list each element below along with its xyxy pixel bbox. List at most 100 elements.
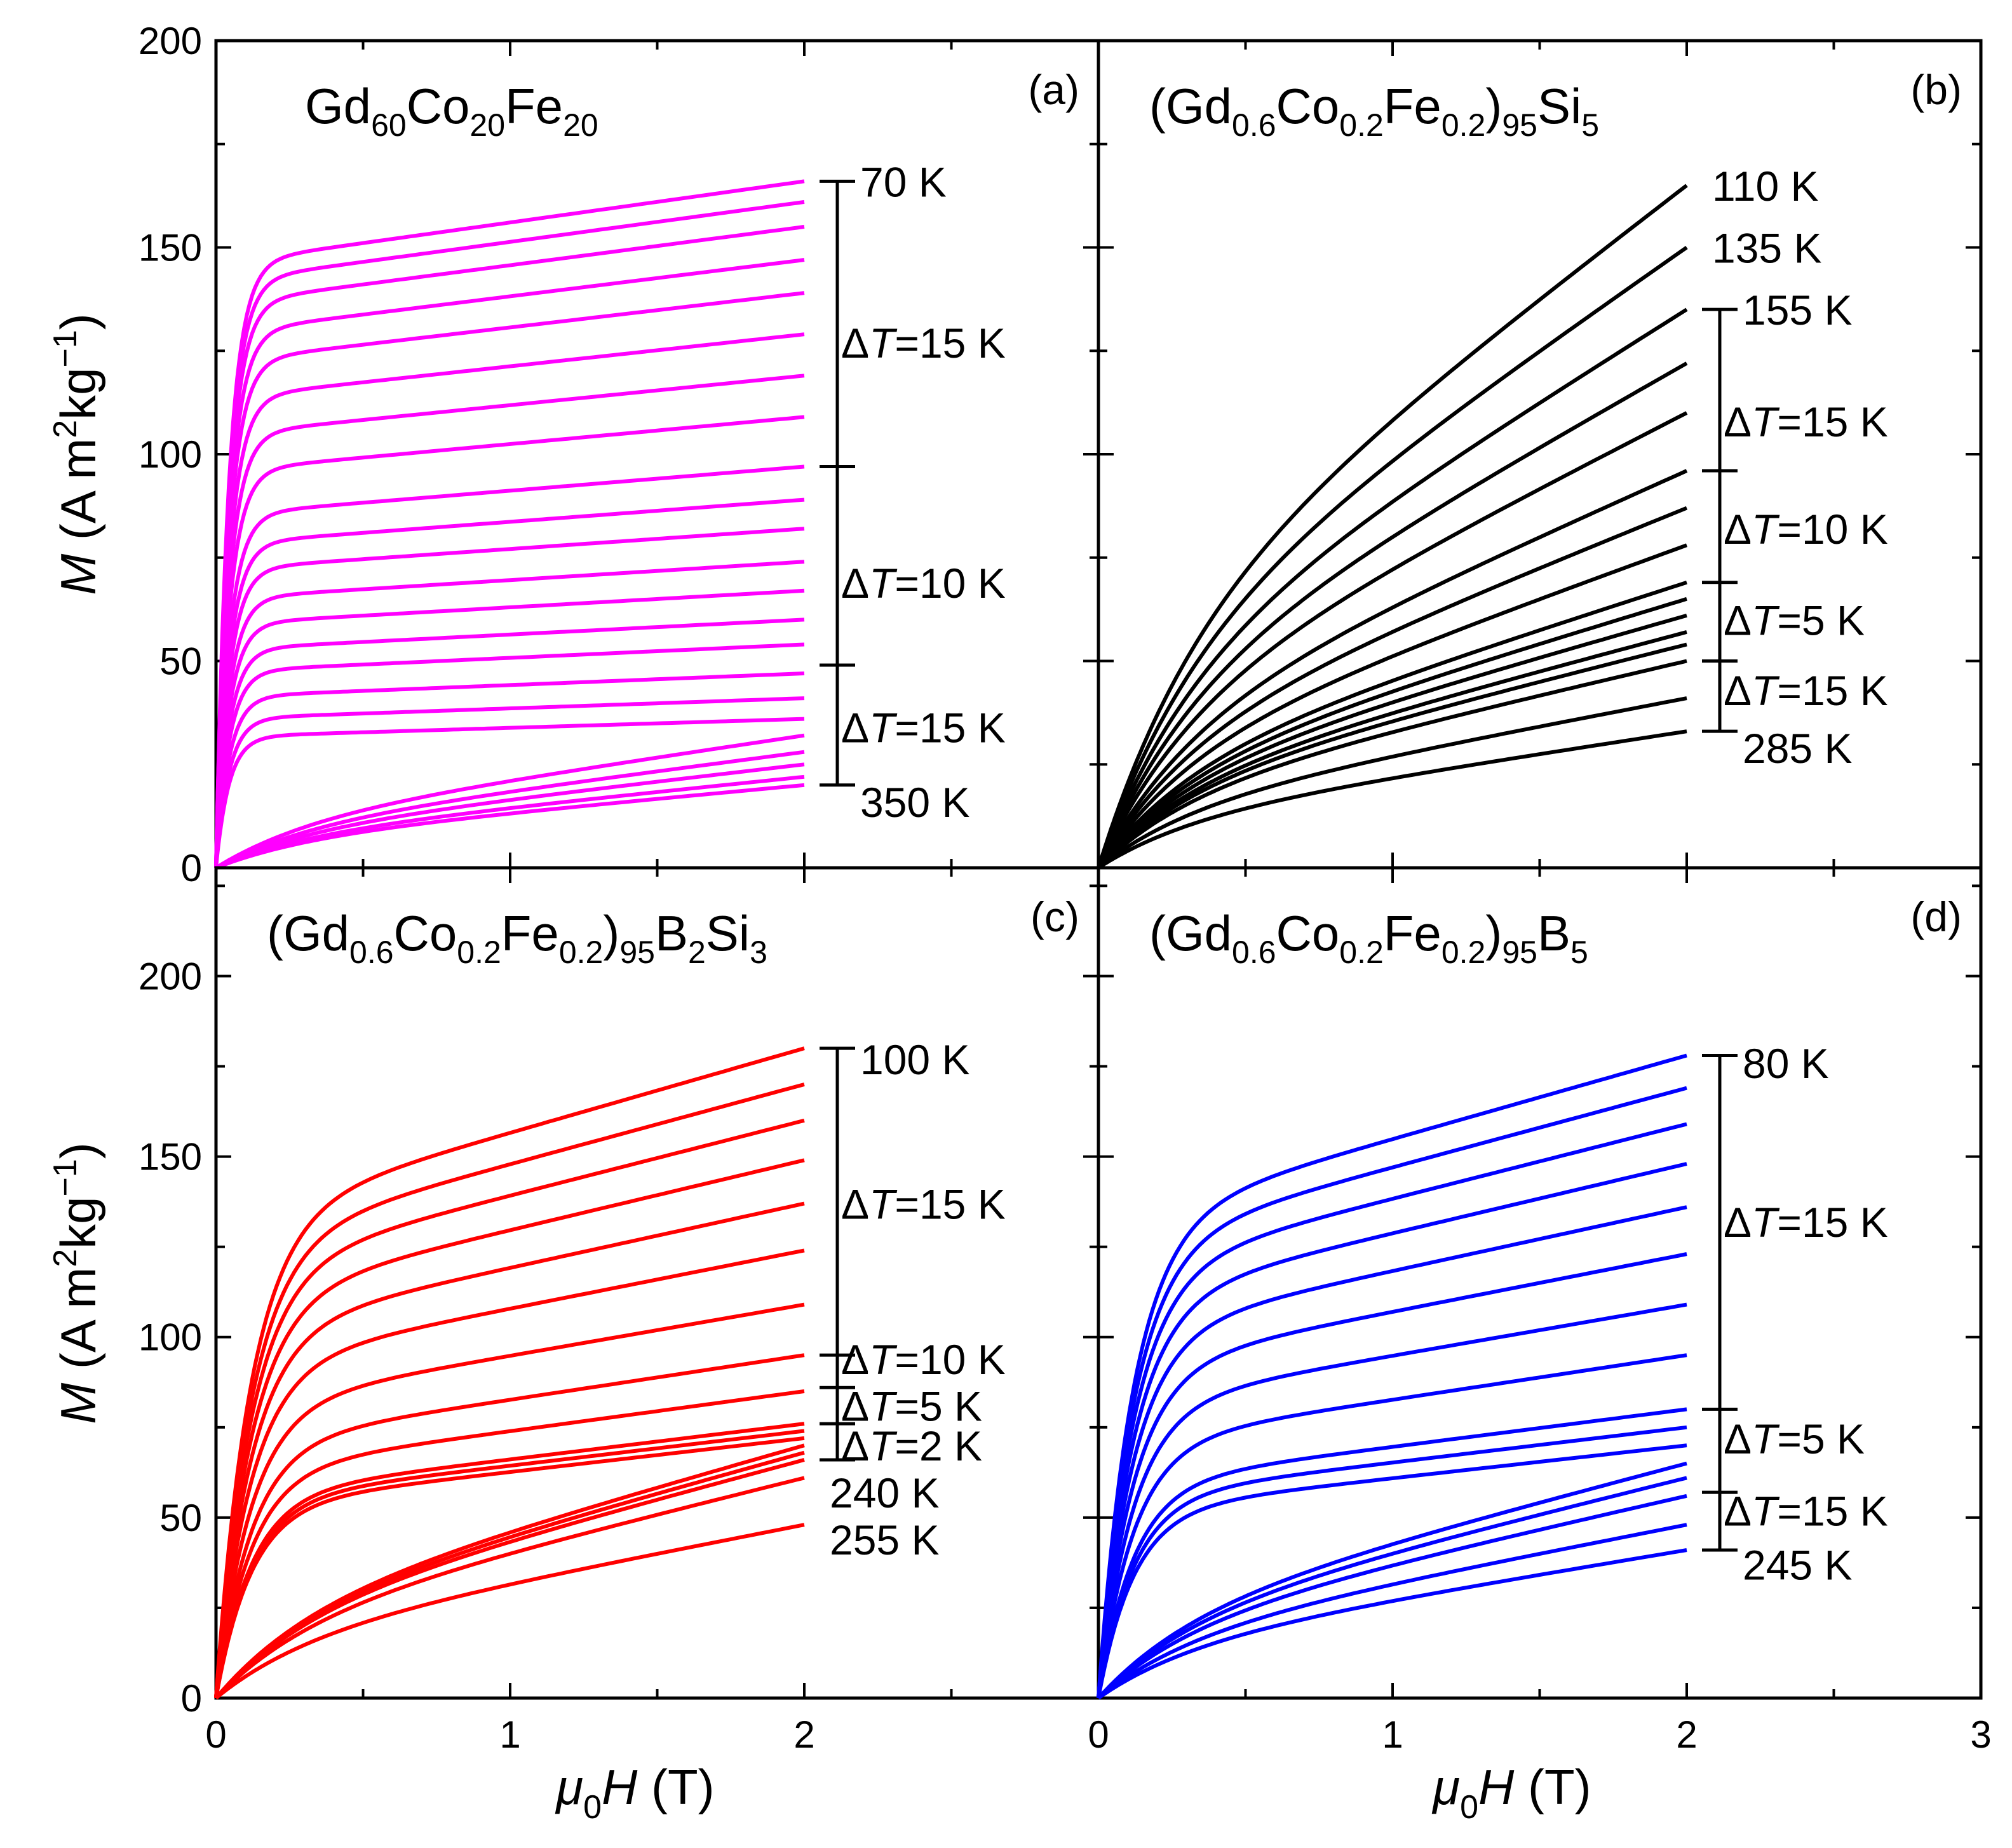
temperature-step-label: ΔT=10 K <box>841 560 1006 607</box>
panel-b: 110 K 135 K 155 K ΔT=15 K ΔT=10 K ΔT=5 K ΔT=15… <box>1097 39 1983 870</box>
x-tick-label: 0 <box>205 1713 226 1756</box>
temperature-step-label: ΔT=5 K <box>841 1383 982 1430</box>
series-line-11 <box>214 527 805 868</box>
panel-d: 0 1 2 3 80 K ΔT=15 K ΔT=5 K ΔT=15 K 245 K (Gd0.6C… <box>1088 866 1992 1756</box>
x-axis-title: μ0H (T) <box>1431 1759 1591 1826</box>
temperature-label: 110 K <box>1712 163 1819 210</box>
series-line-5 <box>1097 1205 1687 1699</box>
x-tick-label: 1 <box>1382 1713 1403 1756</box>
series-line-15 <box>214 642 805 868</box>
panel-label: (b) <box>1910 66 1962 113</box>
series-line-14 <box>214 617 805 868</box>
x-tick-label: 2 <box>793 1713 814 1756</box>
series-line-9 <box>214 1389 805 1699</box>
y-tick-label: 150 <box>138 227 202 269</box>
series-line-23 <box>215 783 805 870</box>
temperature-step-label: ΔT=15 K <box>841 320 1006 367</box>
panel-formula: (Gd0.6Co0.2Fe0.2)95B5 <box>1149 905 1588 970</box>
series-line-12 <box>214 560 805 868</box>
temperature-step-label: ΔT=15 K <box>1724 667 1888 714</box>
series-line-3 <box>214 224 805 868</box>
temperature-label: 135 K <box>1712 225 1821 272</box>
temperature-label: 80 K <box>1743 1040 1829 1087</box>
panel-a: 0 50 100 150 200 70 K ΔT=15 K ΔT=10 K ΔT=15 K 350… <box>138 20 1100 889</box>
series-line-6 <box>214 332 805 868</box>
series-line-14 <box>1097 659 1687 870</box>
y-tick-label: 100 <box>138 1316 202 1359</box>
temperature-label: 285 K <box>1743 725 1852 772</box>
panel-label: (d) <box>1910 893 1962 940</box>
series-line-18 <box>214 717 805 868</box>
series-line-9 <box>214 464 805 868</box>
series-line-1 <box>214 179 805 868</box>
series-line-4 <box>214 1158 805 1699</box>
temperature-step-label: ΔT=15 K <box>1724 1199 1888 1246</box>
series-line-3 <box>214 1118 805 1699</box>
panel-label: (c) <box>1030 893 1079 940</box>
series-line-8 <box>1097 543 1688 869</box>
series-line-16 <box>1097 1548 1687 1700</box>
temperature-step-label: ΔT=2 K <box>841 1422 982 1469</box>
series-line-3 <box>1097 307 1688 868</box>
series-line-15 <box>214 1458 805 1699</box>
series-line-16 <box>214 1476 805 1699</box>
x-tick-label: 3 <box>1970 1713 1991 1756</box>
x-tick-label: 0 <box>1088 1713 1109 1756</box>
series-line-9 <box>1097 1407 1687 1699</box>
series-line-3 <box>1097 1122 1687 1699</box>
series-line-8 <box>214 1353 805 1699</box>
series-line-6 <box>1097 469 1688 869</box>
series-line-11 <box>1097 1443 1687 1699</box>
series-line-10 <box>1097 1425 1687 1699</box>
series-line-5 <box>1097 411 1688 869</box>
series-line-17 <box>214 696 805 868</box>
series-line-7 <box>1097 506 1688 869</box>
panel-formula: (Gd0.6Co0.2Fe0.2)95B2Si3 <box>267 905 767 970</box>
series-line-10 <box>214 497 805 868</box>
y-tick-label: 50 <box>159 640 202 683</box>
temperature-step-label: ΔT=10 K <box>1724 506 1888 553</box>
series-line-15 <box>1097 1523 1687 1700</box>
temperature-label: 255 K <box>830 1516 939 1563</box>
series-line-4 <box>214 258 805 868</box>
series-line-2 <box>214 199 805 868</box>
series-line-19 <box>215 733 805 870</box>
panel-label: (a) <box>1028 66 1079 113</box>
temperature-step-label: ΔT=15 K <box>1724 398 1888 445</box>
panel-formula: Gd60Co20Fe20 <box>305 78 598 143</box>
axis-titles: M (A m2kg−1) M (A m2kg−1) μ0H (T) μ0H (T) <box>47 313 1591 1826</box>
y-tick-label: 0 <box>181 1677 202 1720</box>
panel-c: 0 50 100 150 200 0 1 2 100 K ΔT=15 K ΔT=10 KΔT=5 K… <box>138 866 1100 1756</box>
series-line-4 <box>1097 1162 1687 1699</box>
temperature-step-label: ΔT=5 K <box>1724 597 1865 644</box>
series-line-16 <box>214 671 805 868</box>
series-line-2 <box>1097 1086 1687 1699</box>
series-line-8 <box>214 415 805 868</box>
series-line-5 <box>214 1201 805 1699</box>
panel-formula: (Gd0.6Co0.2Fe0.2)95Si5 <box>1149 78 1599 143</box>
series-line-2 <box>214 1082 805 1699</box>
series-line-7 <box>214 1302 805 1699</box>
temperature-step-label: ΔT=5 K <box>1724 1415 1865 1462</box>
temperature-label: 155 K <box>1743 287 1852 334</box>
series-line-13 <box>1097 1476 1687 1699</box>
series-line-1 <box>1097 1053 1687 1699</box>
temperature-step-label: ΔT=10 K <box>841 1336 1006 1383</box>
temperature-label: 70 K <box>860 158 947 205</box>
y-tick-label: 200 <box>138 20 202 62</box>
series-line-12 <box>214 1436 805 1699</box>
y-axis-title: M (A m2kg−1) <box>47 1142 106 1424</box>
series-line-4 <box>1097 361 1688 869</box>
series-line-17 <box>214 1523 805 1700</box>
temperature-label: 100 K <box>860 1036 969 1083</box>
series-line-15 <box>1097 696 1687 870</box>
series-line-8 <box>1097 1353 1687 1699</box>
y-tick-label: 150 <box>138 1136 202 1178</box>
series-line-16 <box>1097 729 1687 870</box>
y-tick-label: 200 <box>138 955 202 997</box>
series-line-13 <box>214 588 805 868</box>
series-line-6 <box>214 1248 805 1699</box>
temperature-label: 245 K <box>1743 1542 1852 1589</box>
